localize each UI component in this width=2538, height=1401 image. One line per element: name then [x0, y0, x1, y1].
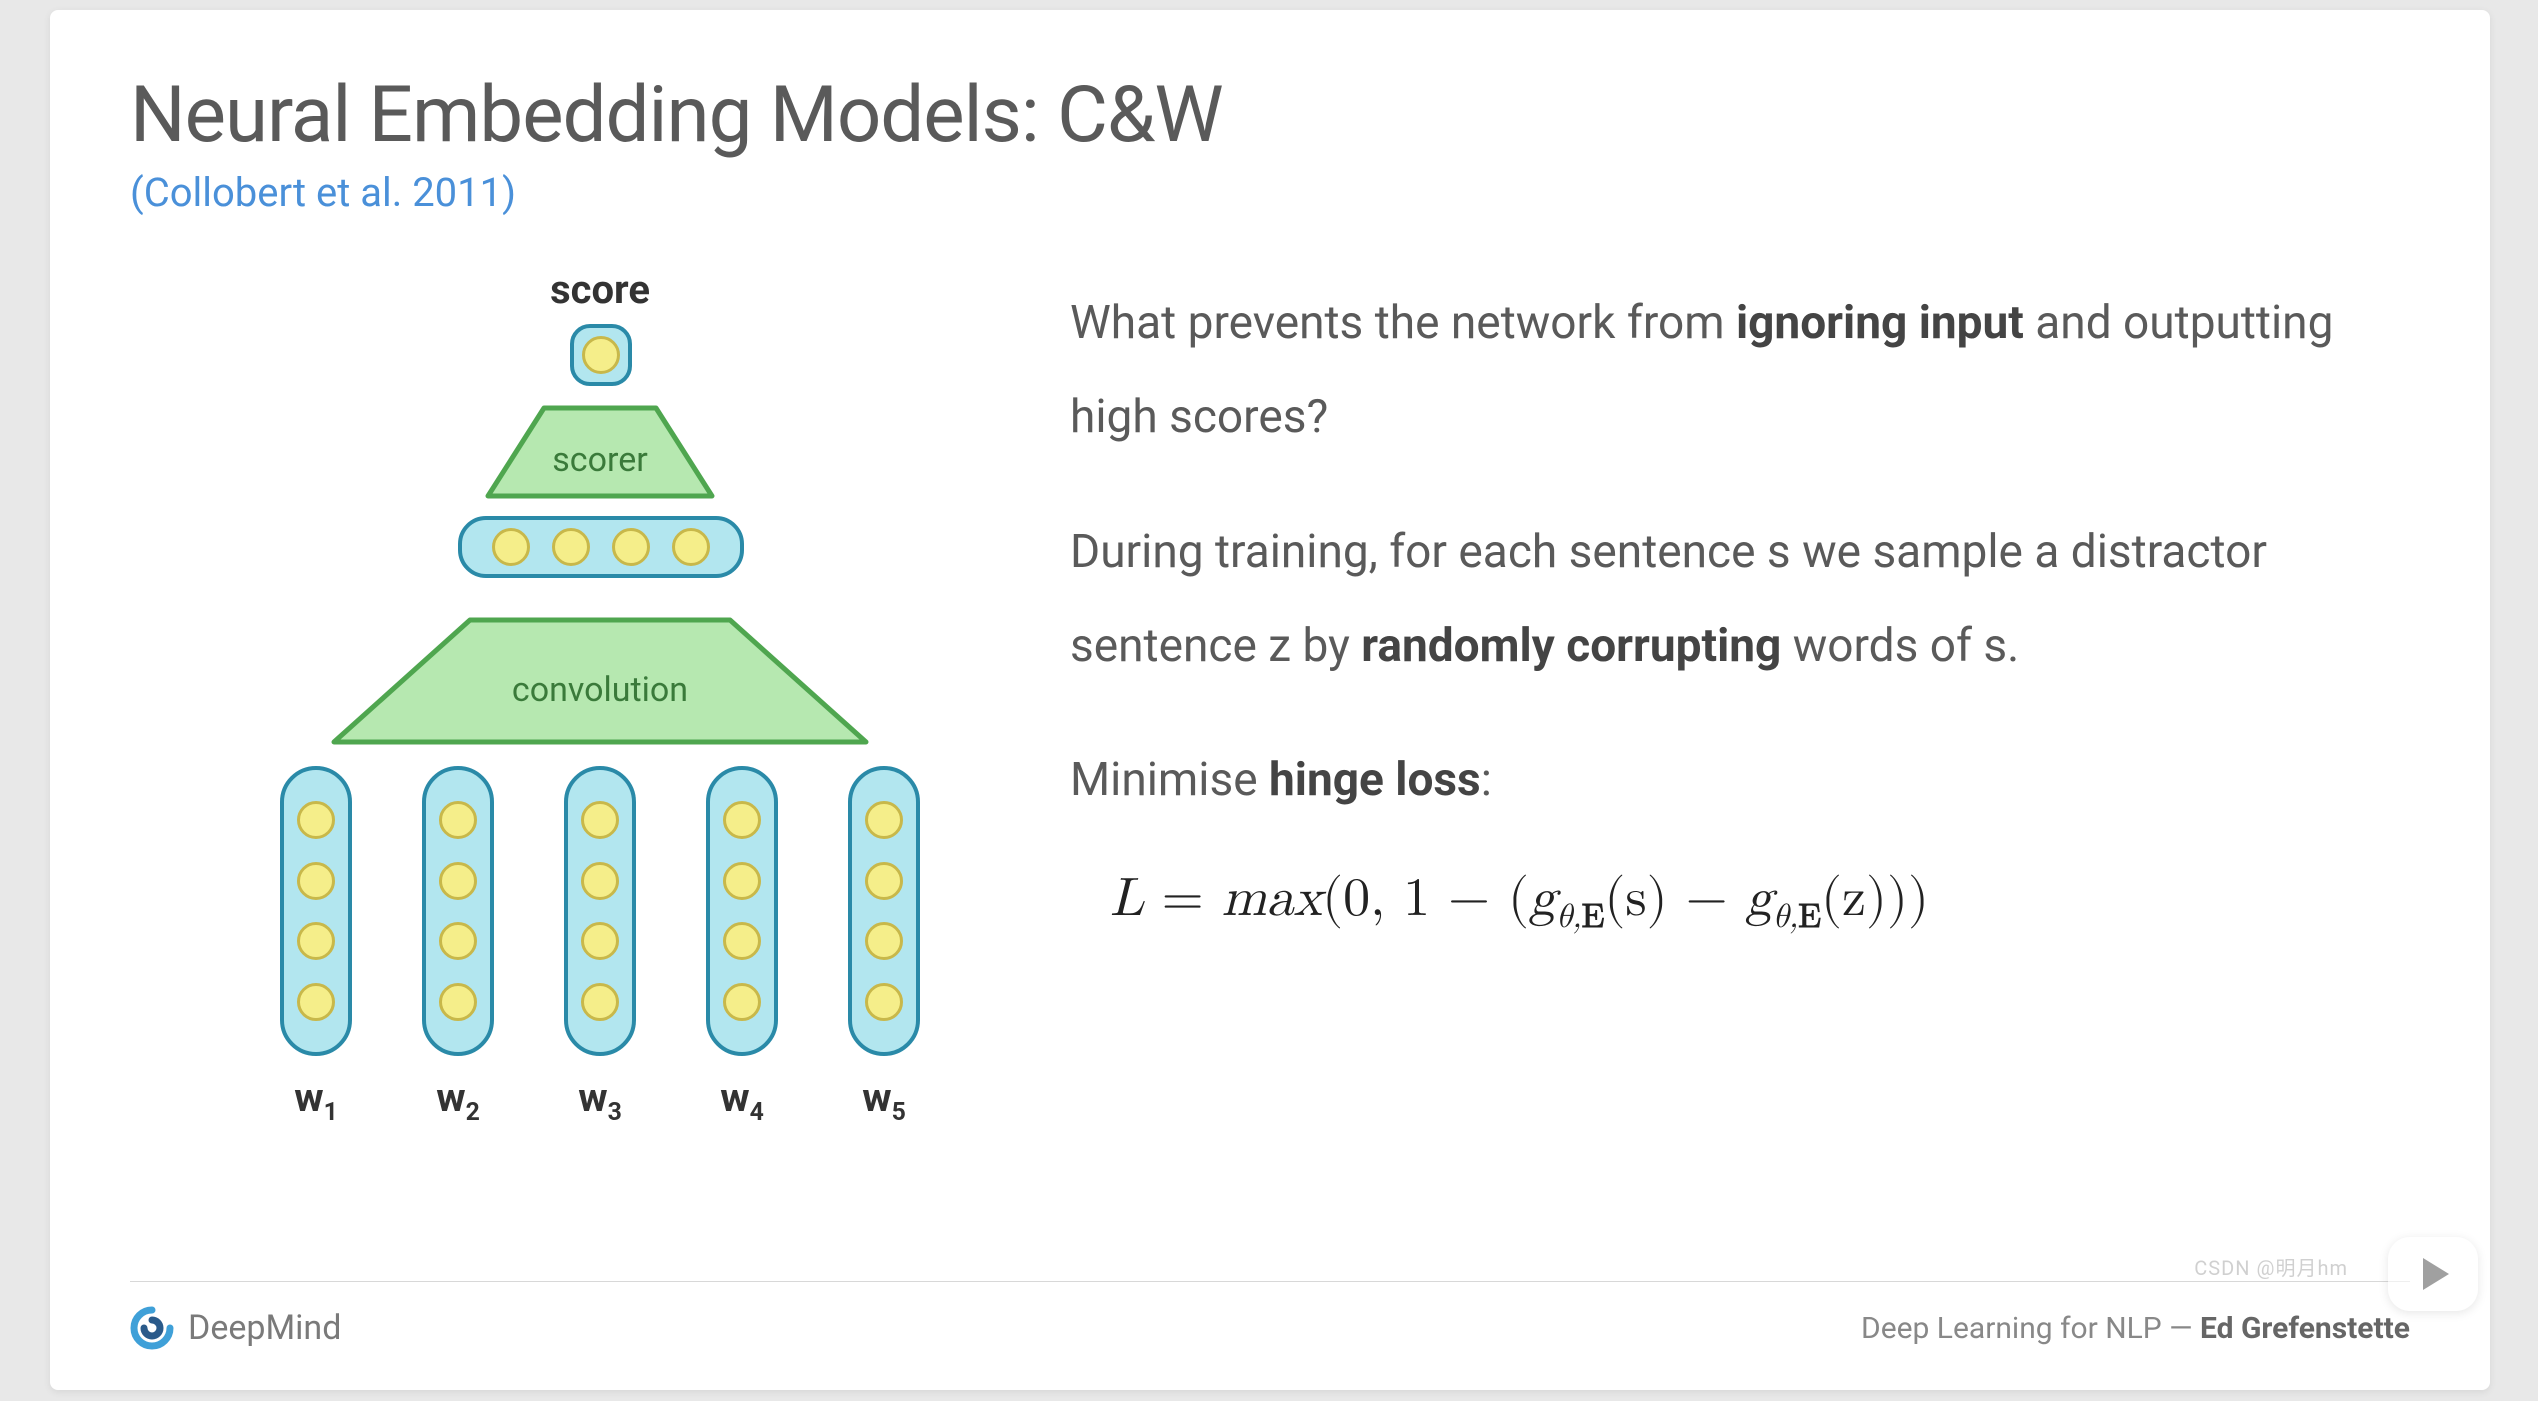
neuron-icon [723, 983, 761, 1021]
neuron-icon [581, 983, 619, 1021]
neuron-icon [297, 801, 335, 839]
paragraph-3: Minimise hinge loss: [1070, 733, 2410, 827]
word-label: w2 [436, 1074, 480, 1127]
footer: DeepMind Deep Learning for NLP — Ed Gref… [130, 1281, 2410, 1350]
neuron-icon [581, 801, 619, 839]
neuron-icon [865, 922, 903, 960]
word-col-4: w4 [706, 766, 778, 1127]
word-label: w4 [720, 1074, 764, 1127]
architecture-diagram: score scorer convolution [130, 266, 950, 1286]
text-run: Minimise [1070, 753, 1269, 807]
equation: L = max(0, 1 − (gθ,E(s) − gθ,E(z))) [1110, 867, 2410, 938]
neuron-icon [612, 528, 650, 566]
neuron-icon [439, 801, 477, 839]
watermark: CSDN @明月hm [2194, 1252, 2348, 1281]
scorer-label: scorer [484, 404, 716, 480]
footer-text: Deep Learning for NLP — [1861, 1311, 2200, 1346]
play-icon[interactable] [2388, 1237, 2478, 1311]
word-label: w3 [578, 1074, 622, 1127]
neuron-icon [439, 922, 477, 960]
neuron-icon [582, 336, 620, 374]
neuron-icon [439, 862, 477, 900]
slide-subtitle: (Collobert et al. 2011) [130, 169, 2410, 216]
eq-g1: g [1529, 872, 1556, 926]
word-col-3: w3 [564, 766, 636, 1127]
neuron-icon [581, 922, 619, 960]
neuron-icon [297, 922, 335, 960]
paragraph-1: What prevents the network from ignoring … [1070, 276, 2410, 465]
text-run: : [1481, 753, 1492, 807]
eq-minus: − [1668, 872, 1746, 926]
text-bold: ignoring input [1736, 296, 2024, 350]
hidden-vector [458, 516, 744, 578]
neuron-icon [297, 983, 335, 1021]
embedding-vector [706, 766, 778, 1056]
eq-argz: (z) [1821, 872, 1887, 926]
text-bold: randomly corrupting [1361, 619, 1781, 673]
neuron-icon [439, 983, 477, 1021]
slide: Neural Embedding Models: C&W (Collobert … [50, 10, 2490, 1390]
text-run: What prevents the network from [1070, 296, 1736, 350]
eq-open: (0, 1 − ( [1322, 872, 1529, 926]
embedding-vector [848, 766, 920, 1056]
word-label: w1 [294, 1074, 338, 1127]
convolution-label: convolution [330, 616, 870, 710]
neuron-icon [865, 862, 903, 900]
neuron-icon [492, 528, 530, 566]
eq-g2: g [1746, 872, 1773, 926]
embedding-vector [564, 766, 636, 1056]
eq-max: max [1222, 872, 1323, 926]
neuron-icon [865, 801, 903, 839]
word-col-1: w1 [280, 766, 352, 1127]
word-col-2: w2 [422, 766, 494, 1127]
brand-text: DeepMind [188, 1308, 341, 1348]
convolution-block: convolution [330, 616, 870, 746]
eq-L: L [1110, 872, 1144, 926]
neuron-icon [581, 862, 619, 900]
neuron-icon [723, 801, 761, 839]
scorer-block: scorer [484, 404, 716, 500]
score-node [570, 324, 632, 386]
footer-right: Deep Learning for NLP — Ed Grefenstette [1861, 1311, 2410, 1346]
embedding-vector [280, 766, 352, 1056]
slide-title: Neural Embedding Models: C&W [130, 70, 2410, 161]
neuron-icon [723, 862, 761, 900]
embedding-vector [422, 766, 494, 1056]
content-row: score scorer convolution [130, 266, 2410, 1286]
deepmind-swirl-icon [130, 1306, 174, 1350]
paragraph-2: During training, for each sentence s we … [1070, 505, 2410, 694]
text-column: What prevents the network from ignoring … [1070, 266, 2410, 1286]
score-label: score [520, 266, 680, 313]
word-label: w5 [862, 1074, 906, 1127]
word-col-5: w5 [848, 766, 920, 1127]
eq-sub1: θ,E [1556, 901, 1604, 934]
eq-close: )) [1887, 872, 1929, 926]
footer-author: Ed Grefenstette [2200, 1311, 2410, 1346]
eq-equals: = [1144, 872, 1222, 926]
deepmind-logo: DeepMind [130, 1306, 341, 1350]
eq-sub2: θ,E [1773, 901, 1821, 934]
eq-args: (s) [1604, 872, 1667, 926]
text-bold: hinge loss [1269, 753, 1481, 807]
neuron-icon [865, 983, 903, 1021]
neuron-icon [672, 528, 710, 566]
word-columns: w1 w2 w3 w4 [280, 766, 920, 1127]
neuron-icon [552, 528, 590, 566]
neuron-icon [297, 862, 335, 900]
neuron-icon [723, 922, 761, 960]
text-run: words of s. [1781, 619, 2019, 673]
